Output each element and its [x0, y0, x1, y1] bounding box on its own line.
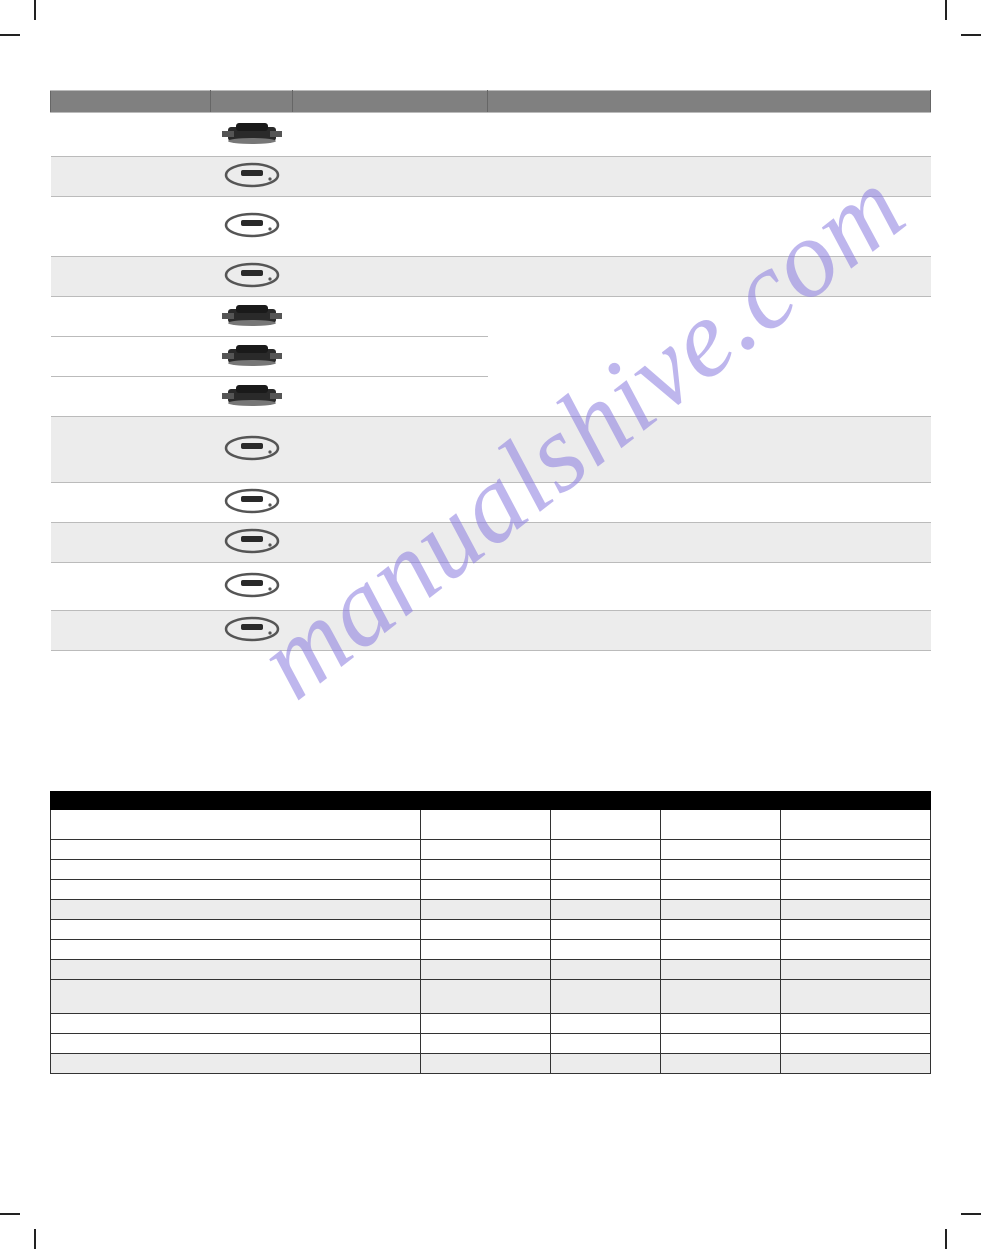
- table-row: [51, 157, 931, 197]
- table-row: [51, 113, 931, 157]
- grill-icon: [222, 381, 282, 409]
- grill-icon: [222, 119, 282, 147]
- table-row: [51, 810, 931, 840]
- table-row: [51, 940, 931, 960]
- table-row: [51, 483, 931, 523]
- table-row: [51, 960, 931, 980]
- table-row: [51, 297, 931, 337]
- lid-icon: [222, 527, 282, 555]
- table-row: [51, 197, 931, 257]
- page-content: manualshive.com: [50, 90, 931, 1159]
- crop-mark-tl: [0, 0, 36, 36]
- crop-mark-tr: [945, 0, 981, 36]
- lid-icon: [222, 261, 282, 289]
- table-row: [51, 1054, 931, 1074]
- table-row: [51, 257, 931, 297]
- table-row: [51, 1034, 931, 1054]
- settings-table-header: [51, 91, 931, 113]
- specs-table: [50, 791, 931, 1074]
- table-row: [51, 563, 931, 611]
- table-row: [51, 880, 931, 900]
- lid-icon: [222, 211, 282, 239]
- table-row: [51, 900, 931, 920]
- grill-icon: [222, 341, 282, 369]
- crop-mark-bl: [0, 1213, 36, 1249]
- grill-icon: [222, 301, 282, 329]
- lid-icon: [222, 571, 282, 599]
- table-row: [51, 920, 931, 940]
- table-row: [51, 417, 931, 483]
- table-row: [51, 523, 931, 563]
- table-row: [51, 611, 931, 651]
- lid-icon: [222, 161, 282, 189]
- table-row: [51, 792, 931, 810]
- settings-table: [50, 90, 931, 651]
- table-row: [51, 1014, 931, 1034]
- table-row: [51, 860, 931, 880]
- lid-icon: [222, 615, 282, 643]
- table-row: [51, 840, 931, 860]
- table-row: [51, 980, 931, 1014]
- lid-icon: [222, 487, 282, 515]
- lid-icon: [222, 434, 282, 462]
- crop-mark-br: [945, 1213, 981, 1249]
